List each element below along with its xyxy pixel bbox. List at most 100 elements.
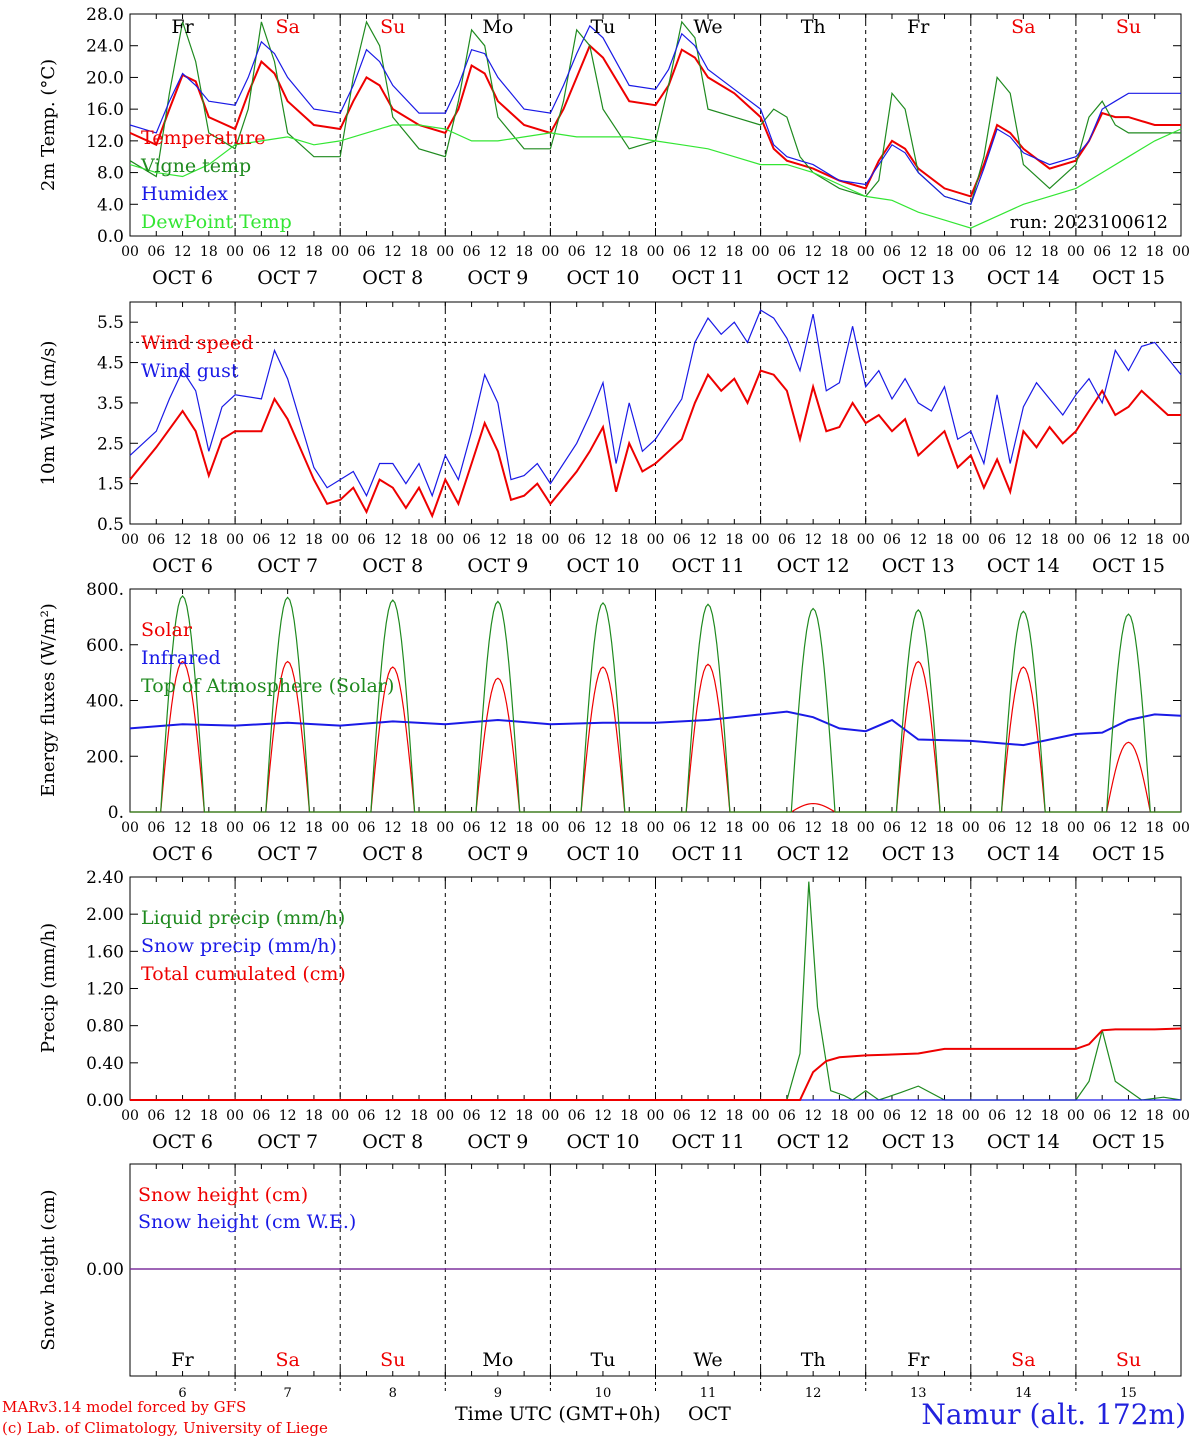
y-tick-label: 0.40 (86, 1054, 124, 1074)
hour-tick-label: 00 (436, 532, 454, 548)
hour-tick-label: 12 (804, 820, 822, 836)
y-tick-label: 8.0 (97, 164, 124, 184)
legend-entry: Infrared (141, 647, 221, 669)
day-number: 15 (1120, 1386, 1137, 1401)
hour-tick-label: 00 (541, 244, 559, 260)
hour-tick-label: 12 (174, 244, 192, 260)
date-label: OCT 9 (467, 555, 528, 577)
hour-tick-label: 12 (174, 1108, 192, 1124)
hour-tick-label: 06 (673, 244, 691, 260)
hour-tick-label: 18 (831, 820, 849, 836)
hour-tick-label: 12 (279, 532, 297, 548)
hour-tick-label: 00 (1172, 1108, 1190, 1124)
hour-tick-label: 00 (226, 1108, 244, 1124)
hour-tick-label: 18 (1041, 244, 1059, 260)
hour-tick-label: 12 (1014, 532, 1032, 548)
run-label: run: 2023100612 (1010, 212, 1168, 233)
hour-tick-label: 06 (988, 820, 1006, 836)
hour-tick-label: 00 (331, 244, 349, 260)
y-tick-label: 24.0 (86, 37, 124, 57)
y-axis-label: Precip (mm/h) (38, 923, 59, 1053)
legend-entry: DewPoint Temp (141, 211, 292, 233)
date-label: OCT 13 (882, 267, 955, 289)
hour-tick-label: 00 (331, 820, 349, 836)
hour-tick-label: 18 (410, 532, 428, 548)
hour-tick-label: 12 (594, 532, 612, 548)
day-name-bottom: Th (801, 1349, 826, 1371)
date-label: OCT 12 (777, 555, 850, 577)
day-number: 12 (805, 1386, 822, 1401)
legend-entry: Vigne temp (140, 155, 251, 177)
day-name-top: Sa (1011, 16, 1035, 38)
day-name-bottom: Fr (907, 1349, 930, 1371)
y-axis-label: Snow height (cm) (38, 1189, 59, 1350)
hour-tick-label: 00 (226, 820, 244, 836)
hour-tick-label: 06 (358, 1108, 376, 1124)
hour-tick-label: 12 (489, 244, 507, 260)
y-tick-label: 0. (108, 803, 124, 823)
hour-tick-label: 12 (699, 820, 717, 836)
date-label: OCT 8 (362, 1131, 423, 1153)
hour-tick-label: 06 (883, 1108, 901, 1124)
hour-tick-label: 06 (147, 820, 165, 836)
date-label: OCT 14 (987, 267, 1060, 289)
y-tick-label: 12.0 (86, 132, 124, 152)
hour-tick-label: 18 (936, 820, 954, 836)
date-label: OCT 6 (152, 843, 213, 865)
hour-tick-label: 18 (200, 244, 218, 260)
hour-tick-label: 06 (358, 532, 376, 548)
hour-tick-label: 00 (541, 532, 559, 548)
day-number: 9 (494, 1386, 502, 1401)
hour-tick-label: 00 (647, 1108, 665, 1124)
hour-tick-label: 18 (936, 1108, 954, 1124)
hour-tick-label: 18 (1146, 820, 1164, 836)
hour-tick-label: 06 (1093, 1108, 1111, 1124)
hour-tick-label: 00 (647, 532, 665, 548)
hour-tick-label: 18 (515, 244, 533, 260)
day-name-top: Su (380, 16, 405, 38)
hour-tick-label: 12 (1120, 1108, 1138, 1124)
hour-tick-label: 00 (857, 1108, 875, 1124)
hour-tick-label: 00 (857, 820, 875, 836)
hour-tick-label: 18 (936, 244, 954, 260)
day-name-bottom: We (693, 1349, 722, 1371)
hour-tick-label: 06 (673, 820, 691, 836)
hour-tick-label: 06 (883, 820, 901, 836)
hour-tick-label: 06 (463, 244, 481, 260)
hour-tick-label: 12 (804, 532, 822, 548)
hour-tick-label: 18 (200, 820, 218, 836)
hour-tick-label: 00 (1172, 532, 1190, 548)
date-label: OCT 10 (566, 555, 639, 577)
hour-tick-label: 12 (699, 1108, 717, 1124)
hour-tick-label: 12 (594, 1108, 612, 1124)
hour-tick-label: 00 (857, 532, 875, 548)
hour-tick-label: 12 (1014, 1108, 1032, 1124)
day-name-top: Fr (907, 16, 930, 38)
hour-tick-label: 06 (147, 532, 165, 548)
hour-tick-label: 06 (1093, 532, 1111, 548)
day-number: 8 (389, 1386, 397, 1401)
series-line-wind-gust (129, 309, 1182, 498)
y-tick-label: 400. (86, 692, 124, 712)
hour-tick-label: 06 (883, 532, 901, 548)
y-tick-label: 4.0 (97, 195, 124, 215)
y-tick-label: 4.5 (97, 354, 124, 374)
date-label: OCT 8 (362, 843, 423, 865)
hour-tick-label: 00 (752, 1108, 770, 1124)
hour-tick-label: 00 (121, 532, 139, 548)
date-label: OCT 15 (1092, 555, 1165, 577)
hour-tick-label: 06 (463, 1108, 481, 1124)
hour-tick-label: 18 (620, 820, 638, 836)
panel-energy (129, 588, 1182, 813)
date-label: OCT 13 (882, 555, 955, 577)
hour-tick-label: 06 (147, 1108, 165, 1124)
hour-tick-label: 18 (936, 532, 954, 548)
hour-tick-label: 06 (252, 820, 270, 836)
date-label: OCT 9 (467, 1131, 528, 1153)
footer-lab-credit: (c) Lab. of Climatology, University of L… (2, 1419, 328, 1437)
hour-tick-label: 00 (331, 1108, 349, 1124)
series-line-dewpoint-temp (129, 124, 1182, 229)
hour-tick-label: 18 (1041, 820, 1059, 836)
hour-tick-label: 18 (620, 244, 638, 260)
hour-tick-label: 12 (384, 1108, 402, 1124)
